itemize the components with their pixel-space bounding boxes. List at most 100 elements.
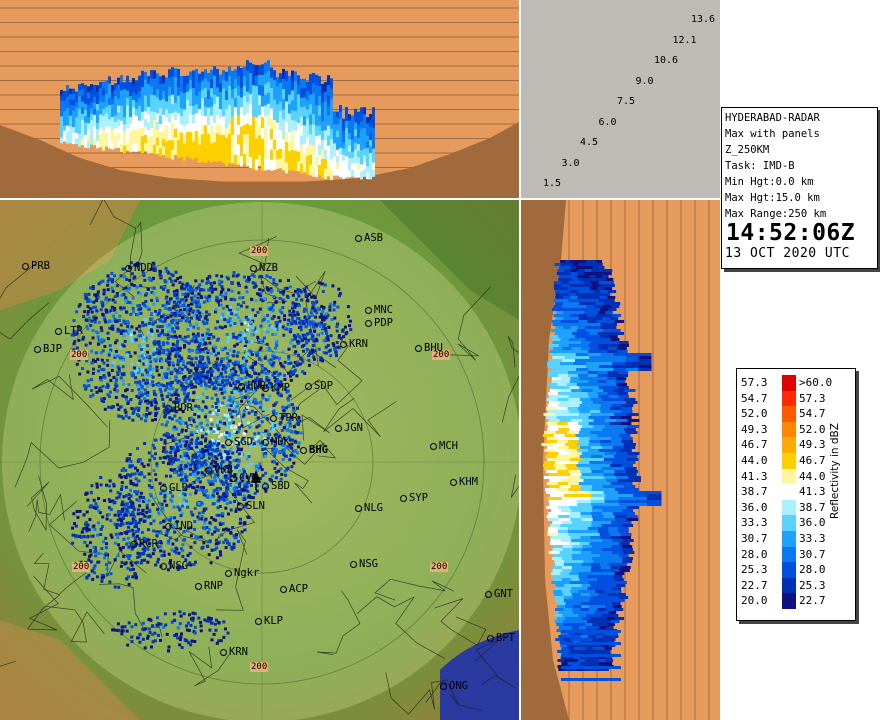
legend-low-value: 38.7 xyxy=(741,485,768,499)
legend-low-value: 22.7 xyxy=(741,578,768,592)
product-code: Z_250KM xyxy=(725,144,770,156)
ew-cross-section-plot xyxy=(0,7,519,198)
legend-high-value: 22.7 xyxy=(799,594,826,608)
place-label: ASB xyxy=(355,232,383,244)
legend-swatch xyxy=(782,531,796,547)
legend-low-value: 33.3 xyxy=(741,516,768,530)
legend-swatch xyxy=(782,406,796,422)
legend-low-value: 54.7 xyxy=(741,391,768,405)
legend-high-value: 36.0 xyxy=(799,516,826,530)
elevation-angle-label: 9.0 xyxy=(635,75,654,87)
ring-label-n: 200 xyxy=(250,246,269,256)
place-label: HNR xyxy=(238,380,266,392)
place-label: BPT xyxy=(487,632,515,644)
place-label: NLG xyxy=(355,502,383,514)
place-label: IND xyxy=(165,520,193,532)
place-label: BJP xyxy=(34,343,62,355)
place-label: SYP xyxy=(400,492,428,504)
task-name: Task: IMD-B xyxy=(725,160,795,172)
legend-high-value: 28.0 xyxy=(799,563,826,577)
product-mode: Max with panels xyxy=(725,128,820,140)
place-label: VKB xyxy=(205,464,233,476)
place-label: Ngkr xyxy=(225,567,259,579)
place-label: MNC xyxy=(365,304,393,316)
legend-high-value: 57.3 xyxy=(799,391,826,405)
center-label: BHG xyxy=(300,444,328,456)
radar-map-canvas xyxy=(0,200,519,720)
elevation-angle-label: 4.5 xyxy=(580,137,599,148)
observation-date: 13 OCT 2020 UTC xyxy=(725,246,850,261)
place-label: NDD xyxy=(125,262,153,274)
legend-low-value: 36.0 xyxy=(741,500,768,514)
ns-cross-section-panel xyxy=(521,200,720,720)
place-label: MDK xyxy=(262,436,290,448)
ring-label-se: 200 xyxy=(430,562,449,572)
elevation-angle-label: 6.0 xyxy=(598,116,617,128)
reflectivity-legend: 57.3 >60.0 54.7 57.3 52.0 54.7 49.3 52.0 46.7 49.… xyxy=(736,368,856,621)
legend-swatch xyxy=(782,577,796,594)
ring-label-s: 200 xyxy=(250,662,269,672)
legend-swatch xyxy=(782,546,796,563)
place-label: NSG xyxy=(350,558,378,570)
ring-label-w: 200 xyxy=(70,350,89,360)
place-label: SGD xyxy=(225,436,253,448)
legend-swatch xyxy=(782,593,796,609)
place-label: KRN xyxy=(340,338,368,350)
legend-low-value: 52.0 xyxy=(741,407,768,421)
max-range: Max Range:250 km xyxy=(725,208,827,220)
place-label: KHM xyxy=(450,476,478,488)
legend-swatch xyxy=(782,421,796,438)
legend-high-value: 46.7 xyxy=(799,454,826,467)
station-name: HYDERABAD-RADAR xyxy=(725,112,820,124)
place-label: PRB xyxy=(22,260,50,272)
legend-high-value: >60.0 xyxy=(799,376,833,389)
legend-swatch xyxy=(782,515,796,531)
observation-time: 14:52:06Z xyxy=(726,220,856,246)
legend-swatch xyxy=(782,375,796,391)
ew-cross-section-panel xyxy=(0,0,519,198)
elevation-angle-label: 12.1 xyxy=(672,34,697,46)
legend-low-value: 28.0 xyxy=(741,547,768,561)
place-label: JGN xyxy=(335,422,363,434)
legend-high-value: 52.0 xyxy=(799,422,826,436)
legend-swatch xyxy=(782,499,796,516)
place-label: BHU xyxy=(415,342,443,354)
legend-low-value: 41.3 xyxy=(741,469,768,483)
legend-high-value: 25.3 xyxy=(799,578,826,592)
legend-low-value: 49.3 xyxy=(741,422,768,436)
legend-low-value: 46.7 xyxy=(741,438,768,452)
place-label: CVL xyxy=(230,472,258,484)
legend-high-value: 49.3 xyxy=(799,438,826,452)
place-label: NSG xyxy=(160,560,188,572)
place-label: PDP xyxy=(365,317,393,329)
elevation-angle-label: 1.5 xyxy=(543,178,562,189)
legend-swatch xyxy=(782,484,796,500)
legend-swatch xyxy=(782,437,796,453)
legend-low-value: 20.0 xyxy=(741,594,768,608)
place-label: TPR xyxy=(270,412,298,424)
legend-swatch xyxy=(782,468,796,485)
legend-swatch xyxy=(782,562,796,578)
place-label: GNT xyxy=(485,588,513,600)
legend-high-value: 54.7 xyxy=(799,407,826,421)
legend-low-value: 44.0 xyxy=(741,454,768,467)
place-label: SDP xyxy=(305,380,333,392)
legend-low-value: 30.7 xyxy=(741,532,768,545)
place-label: GLB xyxy=(160,482,188,494)
place-label: ONG xyxy=(440,680,468,692)
elevation-angle-label: 3.0 xyxy=(561,157,580,169)
place-label: KLP xyxy=(255,615,283,627)
elevation-angle-label: 13.6 xyxy=(691,14,716,25)
legend-high-value: 33.3 xyxy=(799,532,826,545)
legend-title: Reflectivity in dBZ xyxy=(829,423,841,519)
place-label: SLN xyxy=(237,500,265,512)
place-label: NZB xyxy=(250,262,278,274)
ns-cross-section-plot xyxy=(521,200,710,720)
range-disc xyxy=(2,202,519,720)
elevation-angle-label: 7.5 xyxy=(617,96,636,107)
radar-map[interactable]: 200 200 200 200 200 200 PRB NDD NZB ASB MNC P… xyxy=(0,200,519,720)
legend-high-value: 38.7 xyxy=(799,500,826,514)
place-label: SBD xyxy=(262,480,290,492)
legend-high-value: 41.3 xyxy=(799,485,826,499)
legend-low-value: 57.3 xyxy=(741,376,768,389)
